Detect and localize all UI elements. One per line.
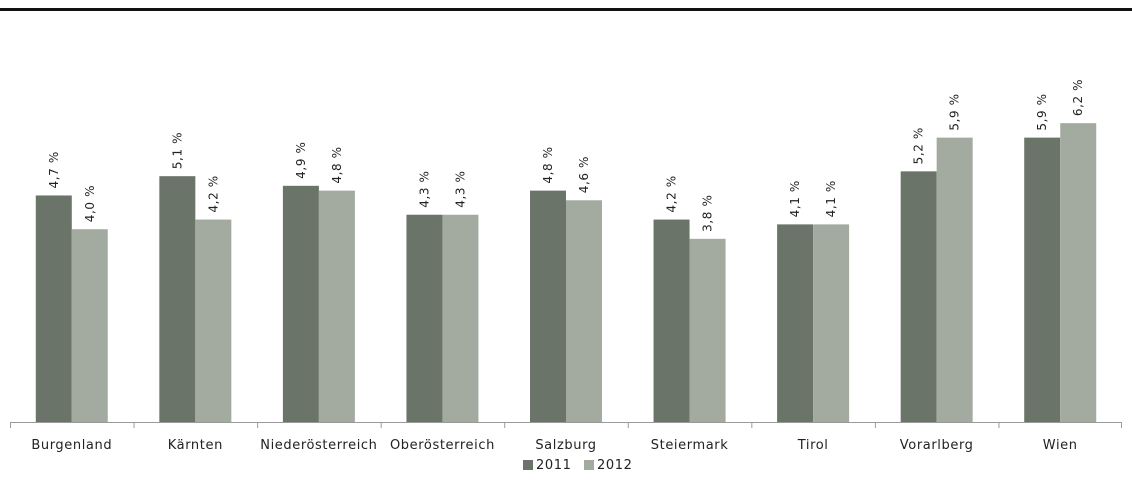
data-label: 5,9 % (948, 93, 962, 130)
bar-2012-Kärnten (195, 219, 232, 422)
legend-label: 2012 (597, 458, 632, 473)
data-label: 4,9 % (294, 142, 308, 179)
bar-2011-Tirol (777, 224, 814, 422)
bar-2012-Vorarlberg (936, 137, 973, 422)
bar-2012-Steiermark (689, 238, 726, 422)
bar-2011-Kärnten (159, 176, 196, 422)
x-tick-label: Steiermark (651, 438, 729, 453)
bar-2011-Oberösterreich (406, 214, 443, 422)
data-label: 4,0 % (83, 185, 97, 222)
x-tick-label: Burgenland (31, 438, 112, 453)
data-label: 4,6 % (577, 156, 591, 193)
x-tick-label: Salzburg (535, 438, 596, 453)
x-tick-label: Kärnten (168, 438, 223, 453)
data-label: 5,9 % (1035, 93, 1049, 130)
data-label: 4,3 % (453, 170, 467, 207)
data-label: 4,8 % (330, 146, 344, 183)
bar-2012-Burgenland (71, 229, 108, 422)
data-label: 3,8 % (701, 195, 715, 232)
bar-2011-Burgenland (35, 195, 72, 422)
bar-2012-Oberösterreich (442, 214, 479, 422)
bar-2012-Tirol (813, 224, 850, 422)
bar-2012-Niederösterreich (318, 190, 355, 422)
data-label: 6,2 % (1071, 79, 1085, 116)
data-label: 4,1 % (788, 180, 802, 217)
legend-label: 2011 (536, 458, 571, 473)
legend-swatch-2012 (584, 460, 594, 470)
data-label: 4,2 % (206, 175, 220, 212)
top-rule (0, 8, 1132, 11)
bar-2011-Vorarlberg (900, 171, 937, 422)
bar-2011-Steiermark (653, 219, 690, 422)
x-tick-label: Wien (1043, 438, 1078, 453)
data-label: 5,2 % (912, 127, 926, 164)
bar-2012-Salzburg (566, 200, 602, 422)
legend-swatch-2011 (523, 460, 533, 470)
data-label: 4,1 % (824, 180, 838, 217)
data-label: 5,1 % (170, 132, 184, 169)
data-label: 4,8 % (541, 146, 555, 183)
bar-2012-Wien (1060, 123, 1097, 422)
x-tick-label: Niederösterreich (260, 438, 377, 453)
bar-2011-Niederösterreich (282, 185, 319, 422)
x-tick-label: Vorarlberg (900, 438, 974, 453)
data-label: 4,2 % (665, 175, 679, 212)
data-label: 4,7 % (47, 151, 61, 188)
bar-2011-Wien (1024, 137, 1061, 422)
data-label: 4,3 % (417, 170, 431, 207)
x-tick-label: Oberösterreich (390, 438, 495, 453)
bar-2011-Salzburg (530, 190, 566, 422)
x-tick-label: Tirol (797, 438, 829, 453)
